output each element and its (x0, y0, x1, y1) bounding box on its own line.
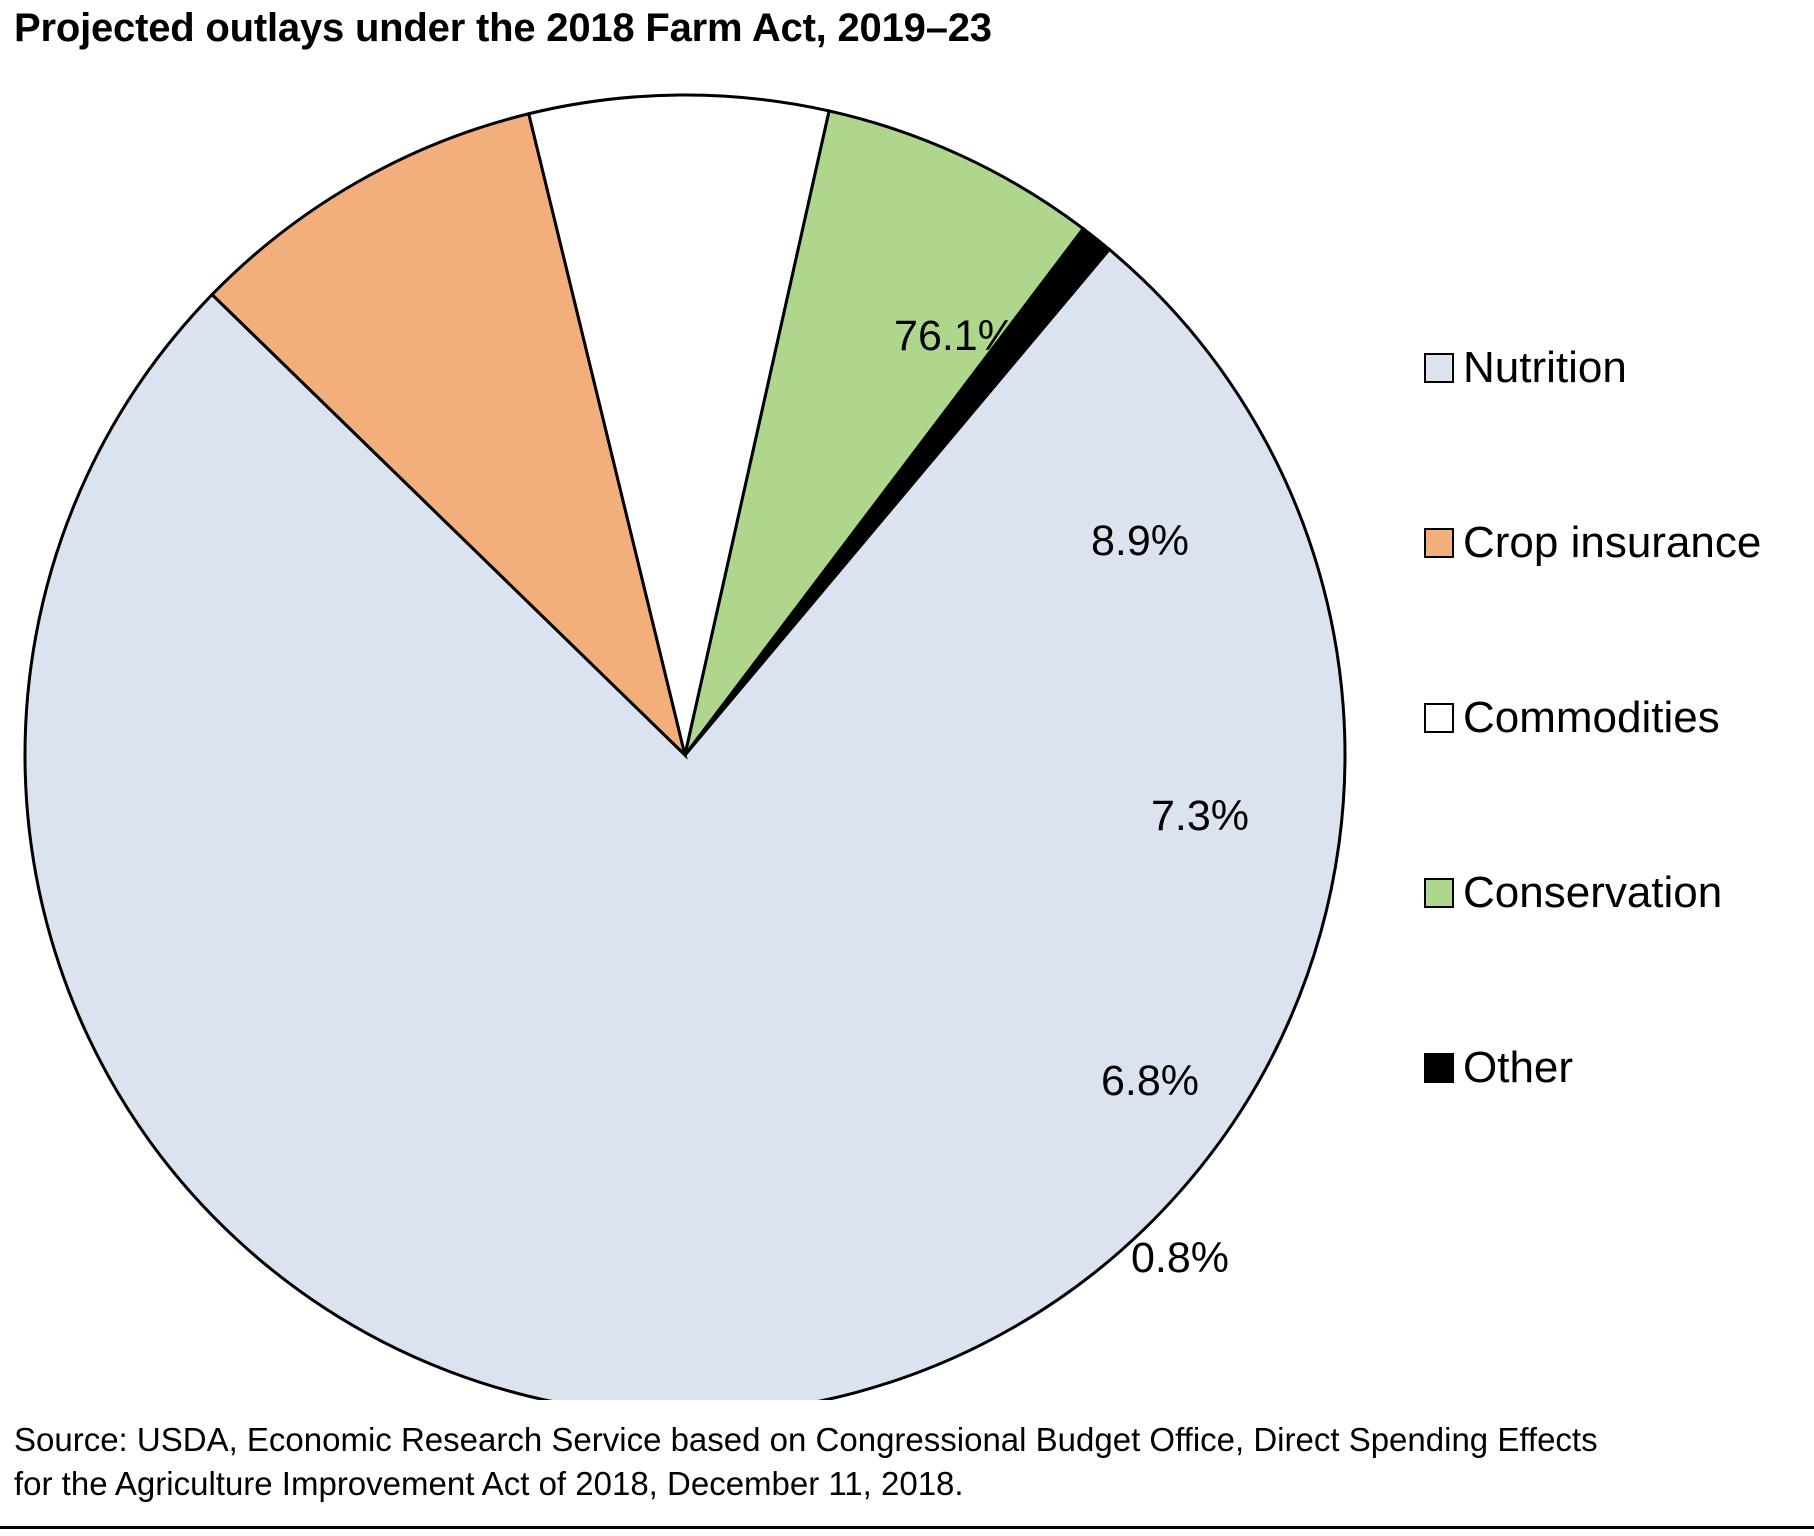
square-swatch-icon (1424, 352, 1454, 383)
pie-slice[interactable] (683, 109, 1086, 756)
legend-item-commodities[interactable]: Commodities (1424, 630, 1814, 805)
pie-slice[interactable] (526, 93, 831, 756)
legend-item-label: Commodities (1463, 692, 1720, 742)
legend-item-other[interactable]: Other (1424, 980, 1814, 1155)
pie-slice-labels-group: 76.1% 8.9% 7.3% 6.8% 0.8% (894, 312, 1249, 1282)
pie-chart-area: 76.1% 8.9% 7.3% 6.8% 0.8% (0, 60, 1400, 1400)
pie-slice-label: 76.1% (894, 312, 1016, 360)
page-title: Projected outlays under the 2018 Farm Ac… (14, 6, 992, 50)
pie-chart-svg: 76.1% 8.9% 7.3% 6.8% 0.8% (23, 93, 1347, 1400)
square-swatch-icon (1424, 877, 1454, 908)
legend-item-label: Crop insurance (1463, 517, 1762, 567)
legend-item-label: Other (1463, 1042, 1574, 1092)
pie-slice[interactable] (23, 247, 1347, 1400)
source-note-line-2: for the Agriculture Improvement Act of 2… (14, 1464, 964, 1502)
legend-item-label: Conservation (1463, 867, 1723, 917)
pie-slices-group (23, 93, 1347, 1400)
pie-slice-label: 7.3% (1151, 792, 1249, 840)
pie-slice-label: 8.9% (1091, 517, 1189, 565)
pie-slice[interactable] (683, 226, 1112, 756)
legend-item-nutrition[interactable]: Nutrition (1424, 280, 1814, 455)
legend-item-label: Nutrition (1463, 342, 1627, 392)
chart-legend: Nutrition Crop insurance Commodities Con… (1424, 280, 1814, 1155)
legend-item-crop-insurance[interactable]: Crop insurance (1424, 455, 1814, 630)
square-swatch-icon (1424, 1052, 1454, 1083)
bottom-divider (0, 1526, 1814, 1529)
square-swatch-icon (1424, 527, 1454, 558)
pie-slice-label: 6.8% (1101, 1057, 1199, 1105)
legend-item-conservation[interactable]: Conservation (1424, 805, 1814, 980)
square-swatch-icon (1424, 702, 1454, 733)
source-note: Source: USDA, Economic Research Service … (14, 1418, 1809, 1505)
source-note-line-1: Source: USDA, Economic Research Service … (14, 1421, 1598, 1458)
pie-slice-label: 0.8% (1131, 1234, 1229, 1282)
